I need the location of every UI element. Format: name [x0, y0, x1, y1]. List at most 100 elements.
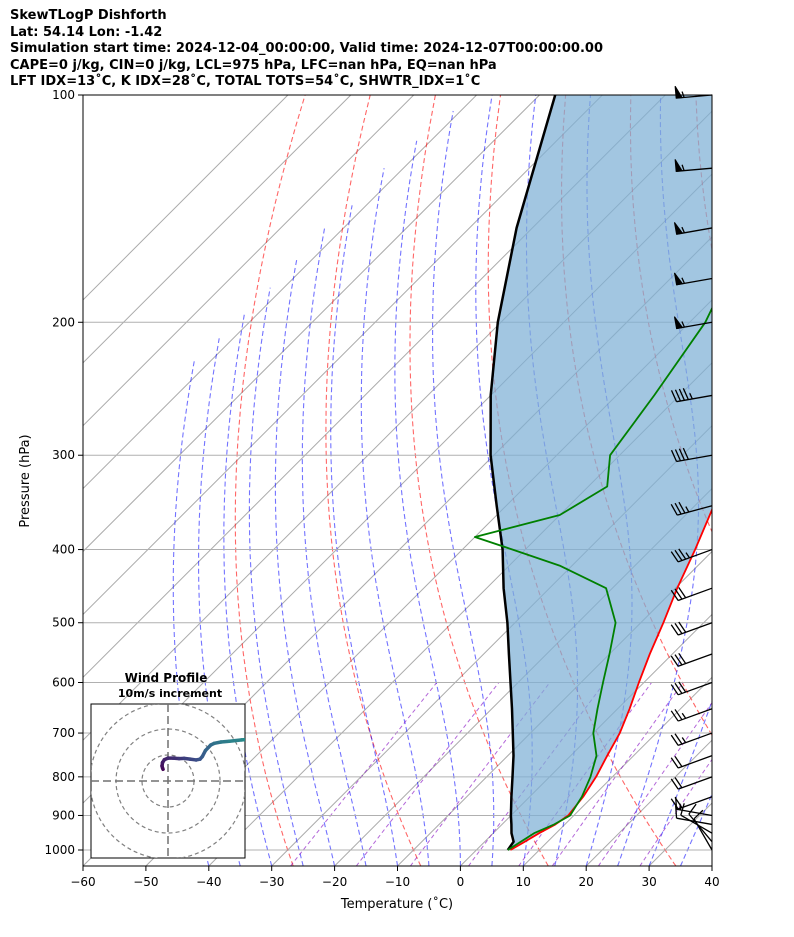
wind-barb-full — [674, 654, 683, 666]
wind-barb-full — [674, 623, 683, 635]
y-tick-label: 500 — [52, 616, 75, 630]
wind-barb — [670, 776, 713, 790]
isotherm-line — [334, 487, 712, 866]
cape-shading — [490, 95, 712, 850]
moist-adiabat-line — [617, 95, 700, 866]
wind-barb-full — [674, 549, 683, 561]
mixing-ratio-line — [597, 701, 712, 866]
wind-barbs — [670, 85, 713, 851]
wind-barb-half — [681, 164, 685, 171]
chart-title: SkewTLogP Dishforth — [10, 8, 167, 23]
wind-barb-full — [682, 388, 689, 400]
moist-adiabat-line — [394, 140, 461, 866]
wind-barb-full — [678, 501, 686, 514]
wind-barb-full — [674, 756, 683, 767]
moist-adiabat-line — [679, 792, 712, 866]
hodograph-inset: Wind Profile 10m/s increment — [90, 671, 272, 859]
wind-barb-staff — [677, 755, 713, 769]
x-tick-label: 20 — [579, 875, 594, 889]
y-tick-label: 300 — [52, 448, 75, 462]
wind-barb-flag — [673, 222, 684, 235]
hodograph-title: Wind Profile — [125, 671, 208, 685]
y-tick-label: 1000 — [44, 843, 75, 857]
dry-adiabat-line — [761, 95, 794, 866]
location-line: Lat: 54.14 Lon: -1.42 — [10, 24, 163, 40]
wind-barb-flag — [674, 159, 683, 172]
wind-barb-staff — [677, 505, 713, 516]
wind-barb-full — [670, 757, 679, 769]
wind-barb-full — [670, 684, 679, 696]
params-line-2: LFT IDX=13˚C, K IDX=28˚C, TOTAL TOTS=54˚… — [10, 74, 481, 90]
wind-barb — [670, 388, 713, 403]
wind-barb-full — [678, 587, 687, 599]
wind-barb-full — [674, 733, 683, 745]
wind-barb — [670, 652, 713, 667]
wind-barb-full — [674, 502, 682, 515]
wind-barb — [670, 681, 713, 696]
dewpoint-line — [474, 306, 712, 851]
x-axis-label: Temperature (˚C) — [340, 896, 453, 912]
wind-barb — [674, 159, 713, 172]
wind-barb-half — [689, 393, 693, 400]
hodograph-plot — [91, 704, 272, 858]
wind-barb-staff — [677, 587, 713, 602]
wind-barb-full — [678, 652, 687, 664]
wind-barb-full — [674, 797, 683, 809]
isotherm-line — [83, 95, 415, 427]
moist-adiabat-line — [648, 699, 712, 866]
y-tick-label: 200 — [52, 315, 75, 329]
wind-barb-full — [674, 777, 683, 789]
x-tick-label: −10 — [385, 875, 410, 889]
isotherm-line — [83, 95, 289, 301]
x-tick-label: −60 — [70, 875, 95, 889]
x-tick-label: 30 — [641, 875, 656, 889]
times-line: Simulation start time: 2024-12-04_00:00:… — [10, 41, 603, 57]
moist-adiabat-line — [330, 205, 399, 866]
wind-barb — [670, 587, 713, 602]
chart-header: SkewTLogP Dishforth Lat: 54.14 Lon: -1.4… — [10, 8, 603, 91]
isotherm-line — [83, 95, 603, 616]
moist-adiabat-line — [711, 864, 712, 866]
wind-barb-full — [670, 710, 679, 722]
wind-barb-full — [688, 803, 697, 815]
wind-barb-half — [681, 277, 686, 284]
y-axis-ticks: 100 200 300 400 500 600 700 800 900 1000 — [44, 88, 83, 857]
wind-barb-full — [674, 389, 682, 402]
wind-barb-full — [670, 449, 678, 462]
moist-adiabat-line — [432, 110, 495, 866]
wind-barb-half — [681, 321, 686, 328]
hodograph-subtitle: 10m/s increment — [118, 687, 222, 700]
wind-barb-staff — [676, 808, 713, 817]
isotherm-line — [83, 95, 540, 553]
wind-barb-staff — [677, 653, 713, 667]
wind-barb-full — [682, 447, 689, 460]
wind-barb-full — [670, 734, 679, 746]
moist-adiabat-line — [475, 95, 533, 866]
wind-barb-half — [681, 226, 686, 234]
wind-barb-staff — [677, 548, 713, 563]
moist-adiabat-line — [274, 259, 336, 866]
x-tick-label: 40 — [704, 875, 719, 889]
wind-barb-full — [678, 448, 686, 461]
wind-barb — [680, 803, 713, 834]
wind-barb-full — [678, 548, 687, 560]
wind-barb — [670, 548, 713, 563]
hodograph-segment — [263, 737, 272, 738]
isotherm-line — [83, 95, 352, 364]
wind-barb — [673, 272, 713, 286]
hodograph-segment — [227, 738, 244, 743]
wind-barb — [670, 708, 713, 722]
y-tick-label: 700 — [52, 726, 75, 740]
wind-barb-staff — [688, 813, 713, 843]
wind-barb — [670, 621, 713, 636]
wind-barb-staff — [677, 732, 713, 746]
wind-barb-staff — [676, 817, 713, 826]
wind-barb-staff — [677, 681, 713, 696]
wind-barb — [670, 501, 713, 516]
moist-adiabat-line — [248, 287, 304, 866]
wind-barb — [670, 447, 713, 463]
mixing-ratio-line — [290, 682, 438, 866]
wind-barb-full — [674, 588, 683, 600]
wind-barb-full — [670, 390, 678, 402]
